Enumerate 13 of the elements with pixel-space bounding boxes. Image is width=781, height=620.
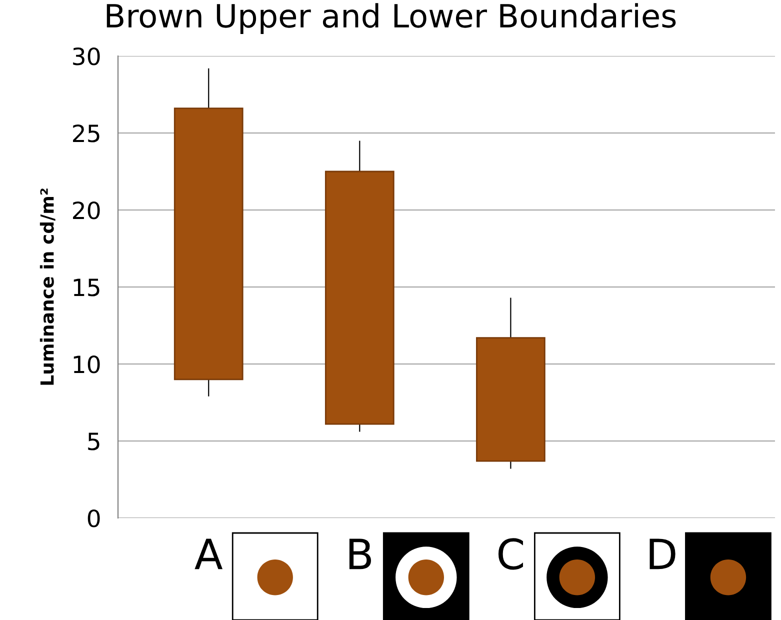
y-tick-label: 30	[73, 47, 100, 66]
y-tick-label: 10	[74, 355, 100, 374]
y-tick-label: 0	[88, 509, 100, 528]
x-tick-label: B	[349, 538, 371, 570]
x-tick-label: C	[498, 538, 523, 570]
y-axis-title: Luminance in cd/m²	[40, 188, 56, 385]
y-tick-label: 15	[74, 278, 100, 296]
x-tick-label: D	[650, 538, 676, 570]
y-tick-label: 20	[73, 201, 100, 220]
x-tick-label: A	[194, 538, 223, 570]
chart-title: Brown Upper and Lower Boundaries	[106, 3, 676, 34]
y-tick-label: 25	[73, 124, 100, 142]
y-tick-label: 5	[88, 432, 100, 450]
